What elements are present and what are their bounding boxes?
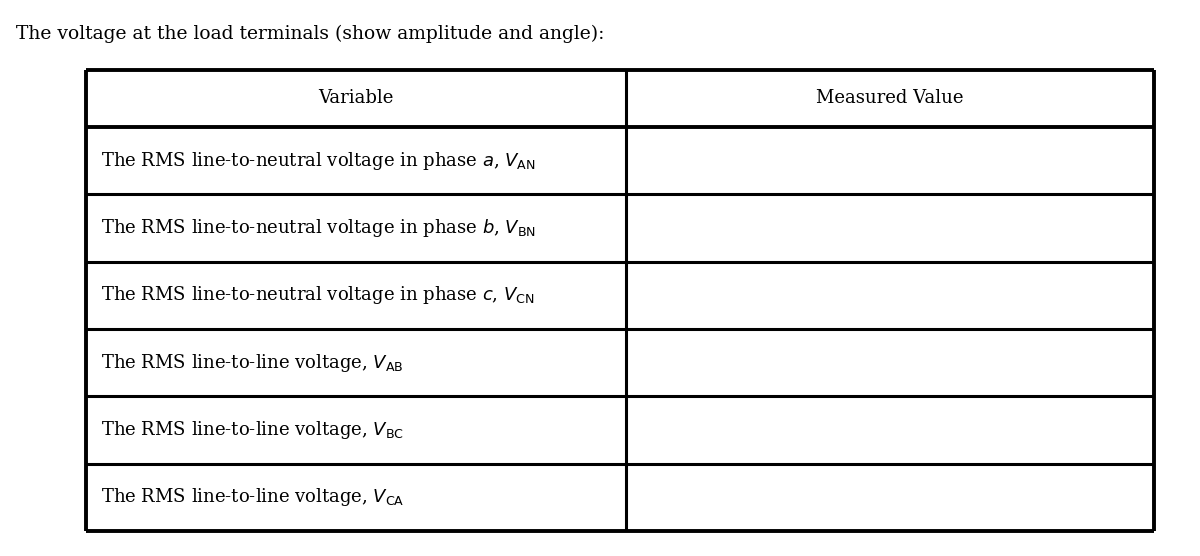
Text: The RMS line-to-line voltage, $V_{\mathrm{AB}}$: The RMS line-to-line voltage, $V_{\mathr…	[101, 352, 403, 374]
Text: The voltage at the load terminals (show amplitude and angle):: The voltage at the load terminals (show …	[16, 25, 604, 43]
Text: The RMS line-to-neutral voltage in phase $c$, $V_{\mathrm{CN}}$: The RMS line-to-neutral voltage in phase…	[101, 285, 534, 306]
Text: Variable: Variable	[318, 90, 394, 107]
Text: The RMS line-to-neutral voltage in phase $b$, $V_{\mathrm{BN}}$: The RMS line-to-neutral voltage in phase…	[101, 217, 536, 239]
Text: Measured Value: Measured Value	[816, 90, 964, 107]
Text: The RMS line-to-neutral voltage in phase $a$, $V_{\mathrm{AN}}$: The RMS line-to-neutral voltage in phase…	[101, 150, 535, 172]
Text: The RMS line-to-line voltage, $V_{\mathrm{CA}}$: The RMS line-to-line voltage, $V_{\mathr…	[101, 486, 404, 508]
Text: The RMS line-to-line voltage, $V_{\mathrm{BC}}$: The RMS line-to-line voltage, $V_{\mathr…	[101, 419, 403, 441]
